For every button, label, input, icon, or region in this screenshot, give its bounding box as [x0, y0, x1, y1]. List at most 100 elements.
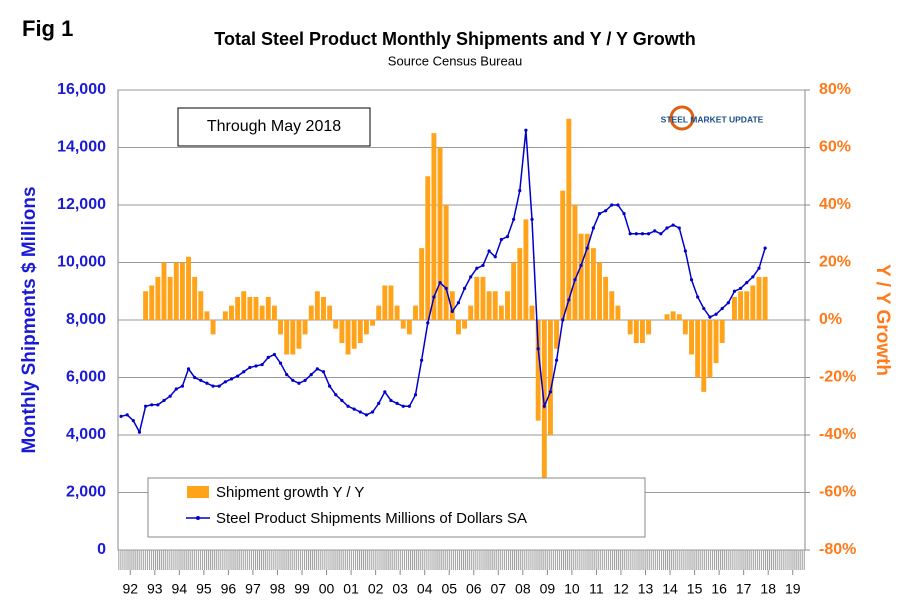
- x-tick-label: 03: [392, 581, 408, 597]
- x-tick-label: 10: [564, 581, 580, 597]
- bar: [756, 276, 762, 320]
- line-point: [505, 235, 510, 239]
- chart-title: Total Steel Product Monthly Shipments an…: [214, 29, 695, 49]
- line-point: [162, 398, 166, 403]
- bar: [695, 320, 701, 378]
- bar: [627, 320, 633, 335]
- y-tick-label: 6,000: [66, 369, 106, 386]
- y-tick-label: 16,000: [57, 81, 106, 98]
- x-tick-label: 15: [687, 581, 703, 597]
- bar: [431, 133, 437, 320]
- line-point: [518, 189, 522, 193]
- bar: [664, 314, 670, 320]
- line-point: [462, 286, 467, 290]
- line-point: [377, 401, 381, 405]
- line-point: [708, 315, 712, 319]
- bar: [314, 291, 320, 320]
- bar: [713, 320, 719, 364]
- line-point: [144, 404, 148, 408]
- bar: [492, 291, 498, 320]
- line-point: [438, 281, 442, 285]
- y2-axis-label: Y / Y Growth: [872, 264, 893, 376]
- line-point: [242, 370, 246, 374]
- line-point: [358, 410, 362, 414]
- bar: [486, 291, 492, 320]
- bar: [633, 320, 639, 343]
- bar: [523, 219, 529, 320]
- bar: [302, 320, 308, 335]
- line-point: [125, 413, 129, 417]
- bar: [149, 285, 155, 320]
- y-tick-label: 14,000: [57, 139, 106, 156]
- bar: [682, 320, 688, 335]
- bar: [357, 320, 363, 343]
- line-point: [420, 358, 424, 362]
- legend-marker: [196, 516, 200, 520]
- line-point: [413, 393, 418, 397]
- bar: [676, 314, 682, 320]
- bar: [161, 262, 167, 320]
- line-point: [272, 352, 277, 357]
- bar: [271, 305, 277, 320]
- line-point: [567, 298, 571, 302]
- line-point: [334, 393, 338, 397]
- x-tick-label: 19: [785, 581, 801, 597]
- line-point: [487, 249, 491, 253]
- y2-tick-label: 40%: [819, 196, 851, 213]
- line-point: [561, 318, 565, 322]
- bar: [235, 297, 241, 320]
- bar: [547, 320, 553, 435]
- line-point: [512, 217, 516, 221]
- bar: [363, 320, 369, 335]
- line-point: [137, 430, 142, 434]
- bar: [278, 320, 284, 335]
- line-point: [285, 373, 289, 377]
- line-point: [321, 370, 326, 374]
- bar: [498, 305, 504, 320]
- line-point: [481, 263, 485, 267]
- line-point: [714, 312, 718, 316]
- line-point: [757, 266, 761, 270]
- line-point: [278, 361, 283, 365]
- line-point: [205, 381, 209, 385]
- bar: [296, 320, 302, 349]
- line-point: [309, 373, 313, 377]
- line-point: [389, 398, 393, 403]
- line-point: [524, 128, 528, 132]
- bar: [406, 320, 412, 335]
- x-tick-label: 01: [343, 581, 359, 597]
- line-point: [260, 362, 264, 367]
- bar: [578, 233, 584, 320]
- bar: [560, 190, 566, 320]
- bar: [394, 305, 400, 320]
- line-point: [610, 203, 614, 207]
- line-point: [174, 387, 178, 391]
- line-point: [597, 212, 602, 216]
- legend-swatch: [187, 486, 209, 498]
- x-tick-label: 09: [540, 581, 556, 597]
- line-point: [346, 404, 350, 408]
- line-point: [554, 358, 559, 362]
- y-tick-label: 4,000: [66, 426, 106, 443]
- x-tick-label: 06: [466, 581, 482, 597]
- x-tick-label: 13: [638, 581, 654, 597]
- line-point: [456, 301, 461, 305]
- bar: [615, 305, 621, 320]
- line-point: [217, 384, 221, 388]
- line-point: [229, 377, 234, 381]
- bar: [339, 320, 345, 343]
- line-point: [150, 403, 154, 407]
- line-point: [303, 378, 307, 382]
- line-point: [702, 306, 706, 311]
- bar: [762, 276, 768, 320]
- line-point: [401, 404, 405, 408]
- bar: [517, 248, 523, 320]
- bar: [639, 320, 645, 343]
- bar: [179, 262, 185, 320]
- bar: [259, 305, 265, 320]
- line-point: [156, 403, 160, 407]
- line-point: [426, 321, 430, 325]
- bar: [566, 118, 572, 320]
- line-point: [634, 232, 638, 236]
